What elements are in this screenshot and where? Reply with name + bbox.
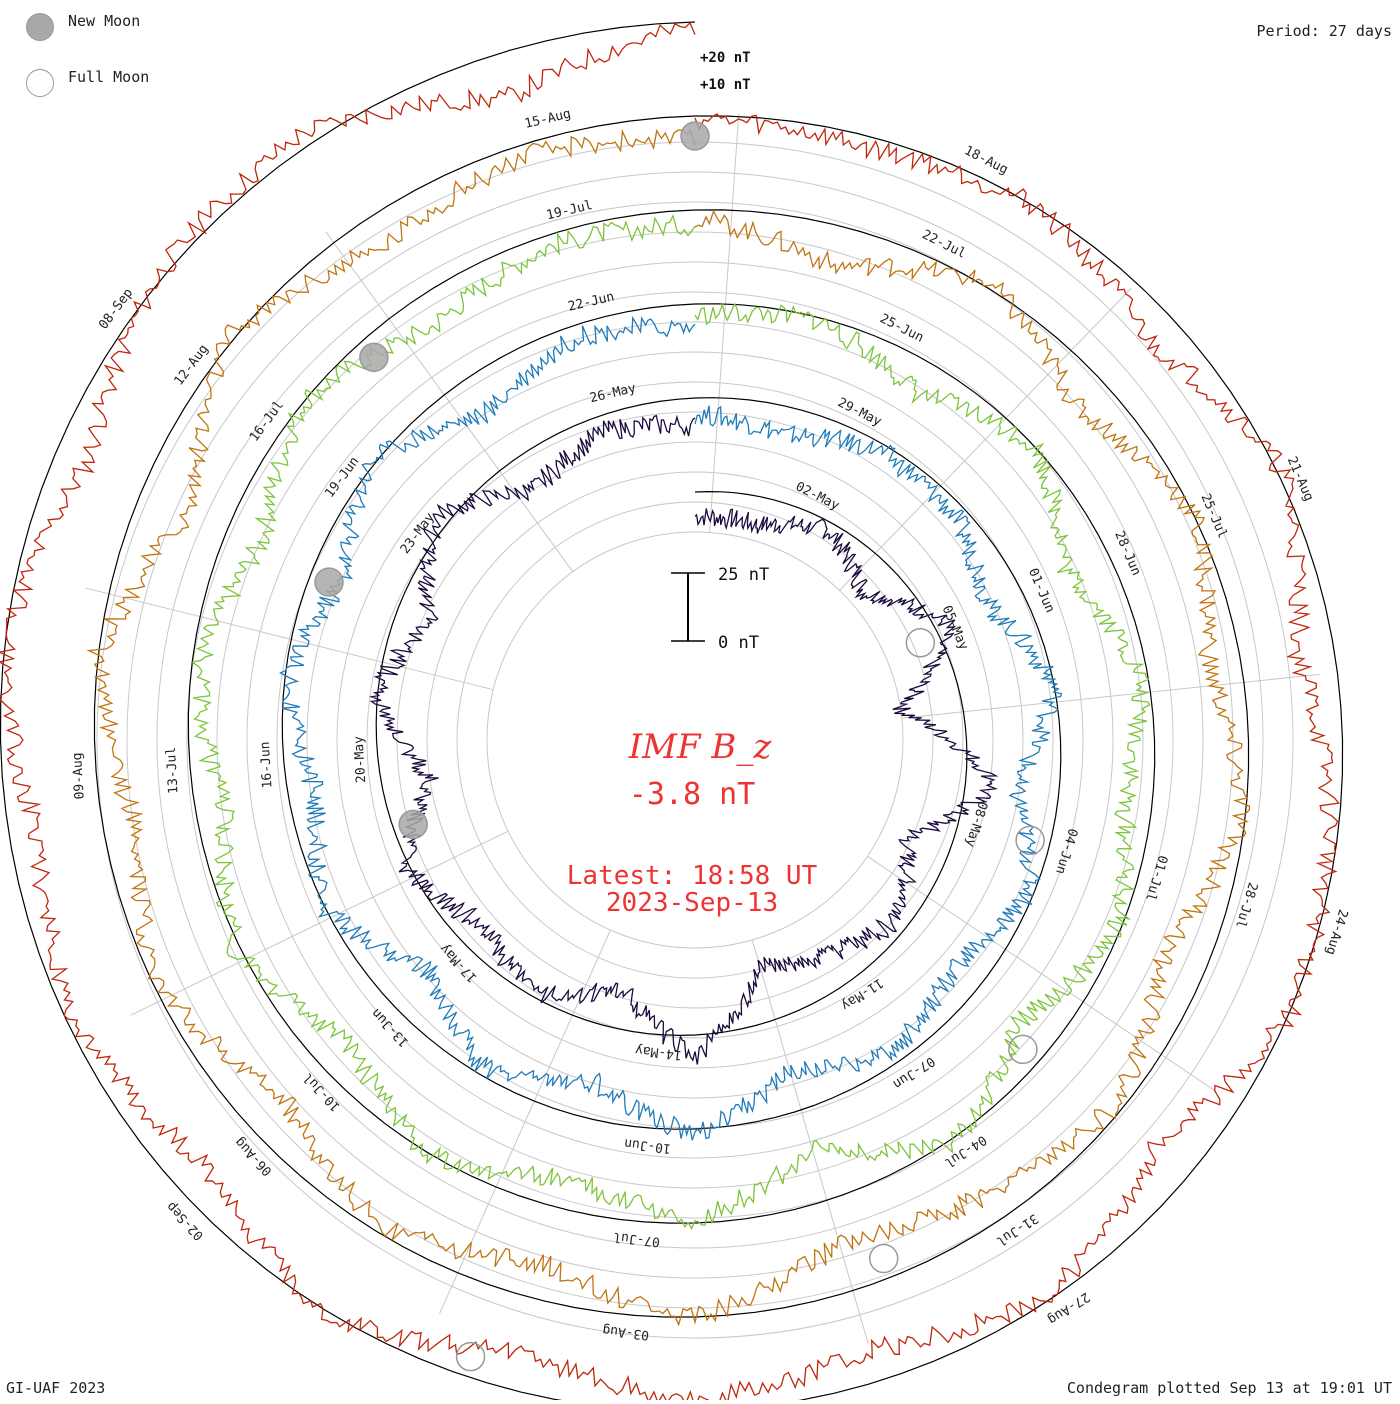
series-baseline xyxy=(281,303,1062,1130)
grid-spoke xyxy=(867,855,1216,1092)
date-label: 17-May xyxy=(437,940,480,985)
new-moon-icon xyxy=(26,13,54,41)
legend-new-moon: New Moon xyxy=(26,12,141,41)
latest-date: 2023-Sep-13 xyxy=(606,888,778,918)
date-label: 24-Aug xyxy=(1322,907,1350,956)
scale-label-10: +10 nT xyxy=(700,77,751,93)
new-moon-marker xyxy=(359,342,389,373)
grid-ring xyxy=(426,471,964,1009)
full-moon-marker xyxy=(455,1341,486,1372)
grid-ring xyxy=(156,201,1234,1279)
date-label: 08-May xyxy=(962,799,990,848)
grid-spoke xyxy=(839,287,1132,591)
grid-spoke xyxy=(439,929,611,1314)
grid-ring xyxy=(246,291,1144,1189)
legend-full-moon-label: Full Moon xyxy=(68,68,150,86)
full-moon-marker xyxy=(905,628,936,658)
grid-layer xyxy=(85,113,1320,1344)
grid-ring xyxy=(306,351,1084,1129)
series-line-4 xyxy=(86,128,1251,1327)
series-baseline xyxy=(375,397,968,1037)
grid-spoke xyxy=(130,830,509,1016)
latest-time: Latest: 18:58 UT xyxy=(567,861,818,891)
date-label: 28-Jul xyxy=(1232,880,1260,929)
scale-bar-top-label: 25 nT xyxy=(718,565,769,585)
grid-spoke xyxy=(751,939,869,1344)
date-label: 10-Jul xyxy=(300,1070,343,1114)
date-label: 13-Jun xyxy=(369,1005,412,1049)
series-line-2 xyxy=(279,315,1063,1141)
date-label: 26-May xyxy=(588,381,637,406)
series-baseline xyxy=(93,115,1250,1318)
legend-new-moon-label: New Moon xyxy=(68,12,141,30)
date-label: 27-Aug xyxy=(1045,1289,1092,1327)
date-label: 10-Jun xyxy=(623,1135,671,1155)
series-baseline xyxy=(187,209,1156,1224)
date-label: 22-Jun xyxy=(567,289,616,314)
grid-spoke xyxy=(325,231,574,573)
date-label: 09-Aug xyxy=(70,752,88,800)
date-label: 07-Jul xyxy=(612,1229,660,1249)
new-moon-marker xyxy=(398,809,428,840)
grid-ring xyxy=(336,381,1054,1099)
plotted-label: Condegram plotted Sep 13 at 19:01 UT xyxy=(1066,1379,1392,1397)
grid-spoke xyxy=(709,113,740,533)
scale-bar-bottom-label: 0 nT xyxy=(718,633,759,653)
full-moon-marker xyxy=(1015,825,1045,856)
date-label: 20-May xyxy=(352,735,370,783)
full-moon-marker xyxy=(868,1243,899,1274)
date-label: 01-Jul xyxy=(1142,853,1170,902)
new-moon-marker xyxy=(680,121,710,151)
full-moon-icon xyxy=(26,69,54,97)
credit-label: GI-UAF 2023 xyxy=(6,1379,106,1397)
grid-ring xyxy=(486,531,904,949)
grid-ring xyxy=(366,411,1024,1069)
new-moon-marker xyxy=(314,567,344,597)
date-label: 31-Jul xyxy=(993,1210,1040,1248)
date-label: 16-Jul xyxy=(247,398,287,445)
grid-ring xyxy=(456,501,934,979)
date-label: 19-Jun xyxy=(322,454,362,501)
moon-layer xyxy=(314,121,1045,1372)
legend-full-moon: Full Moon xyxy=(26,68,150,97)
date-label: 03-Aug xyxy=(602,1322,650,1342)
grid-ring xyxy=(216,261,1174,1219)
full-moon-marker xyxy=(1008,1034,1038,1065)
date-label: 15-Aug xyxy=(523,106,572,131)
date-label: 13-Jul xyxy=(164,746,182,794)
scale-bar: 25 nT 0 nT xyxy=(671,565,769,653)
grid-ring xyxy=(126,171,1264,1309)
grid-ring xyxy=(186,231,1204,1249)
date-label: 12-Aug xyxy=(172,342,212,389)
chart-title: IMF B_z xyxy=(628,727,773,767)
date-label: 16-Jun xyxy=(258,741,276,789)
series-baseline xyxy=(0,21,1344,1404)
date-label: 02-Sep xyxy=(164,1198,207,1243)
date-label: 19-Jul xyxy=(545,198,594,223)
series-line-5 xyxy=(0,21,1340,1404)
date-label: 04-Jun xyxy=(1052,826,1080,875)
series-layer xyxy=(0,21,1344,1404)
scale-label-20: +20 nT xyxy=(700,50,751,66)
series-line-1 xyxy=(368,414,999,1065)
date-label: 14-May xyxy=(634,1042,683,1062)
grid-spoke xyxy=(901,673,1320,719)
current-value: -3.8 nT xyxy=(629,777,755,812)
grid-ring xyxy=(276,321,1114,1159)
period-label: Period: 27 days xyxy=(1256,22,1392,40)
date-label: 08-Sep xyxy=(96,286,136,333)
grid-spoke xyxy=(85,587,494,691)
date-label: 11-May xyxy=(838,975,886,1013)
date-label: 06-Aug xyxy=(232,1134,275,1178)
series-line-3 xyxy=(190,213,1151,1231)
date-label: 04-Jul xyxy=(941,1132,988,1170)
